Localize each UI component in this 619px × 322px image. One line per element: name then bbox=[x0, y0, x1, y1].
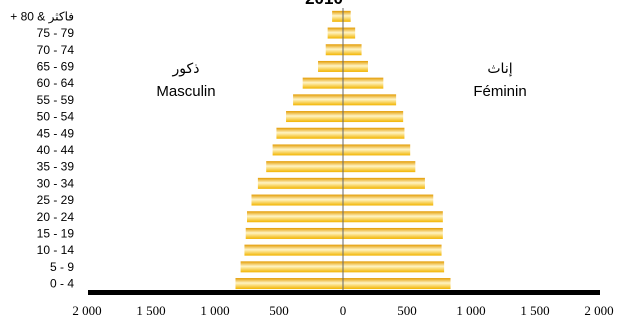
female-bar bbox=[343, 228, 443, 239]
male-bar bbox=[251, 195, 343, 206]
female-bar bbox=[343, 128, 404, 139]
female-bar bbox=[343, 61, 368, 72]
female-bar bbox=[343, 11, 351, 22]
age-group-label: 0 - 4 bbox=[50, 277, 74, 291]
female-bar bbox=[343, 111, 403, 122]
female-bar bbox=[343, 178, 425, 189]
age-group-label: 10 - 14 bbox=[37, 243, 75, 257]
female-bar bbox=[343, 78, 383, 89]
male-bar bbox=[244, 245, 343, 256]
female-bar bbox=[343, 278, 451, 289]
female-bar bbox=[343, 161, 415, 172]
female-bar bbox=[343, 44, 362, 55]
x-tick-label: 2 000 bbox=[584, 303, 613, 318]
male-bar bbox=[241, 261, 343, 272]
age-group-label: 15 - 19 bbox=[37, 226, 75, 240]
male-bar bbox=[276, 128, 343, 139]
age-group-label: 70 - 74 bbox=[37, 43, 75, 57]
female-label-fr: Féminin bbox=[473, 83, 526, 100]
male-bar bbox=[235, 278, 343, 289]
x-tick-label: 0 bbox=[340, 303, 347, 318]
x-tick-label: 500 bbox=[269, 303, 289, 318]
x-tick-label: 2 000 bbox=[72, 303, 101, 318]
age-group-label: 50 - 54 bbox=[37, 110, 75, 124]
age-group-label: 55 - 59 bbox=[37, 93, 75, 107]
male-bar bbox=[332, 11, 343, 22]
age-group-label: 75 - 79 bbox=[37, 26, 75, 40]
chart-title: 2010 bbox=[305, 0, 343, 8]
male-bar bbox=[328, 28, 343, 39]
x-axis-bar bbox=[88, 290, 600, 295]
male-bar bbox=[318, 61, 343, 72]
female-bar bbox=[343, 195, 433, 206]
male-bar bbox=[326, 44, 343, 55]
male-bar bbox=[286, 111, 343, 122]
male-bar bbox=[303, 78, 343, 89]
age-group-label: 5 - 9 bbox=[50, 260, 74, 274]
male-label-fr: Masculin bbox=[156, 83, 215, 100]
age-group-label: 60 - 64 bbox=[37, 76, 75, 90]
age-group-label: 35 - 39 bbox=[37, 160, 75, 174]
x-tick-label: 1 500 bbox=[520, 303, 549, 318]
age-group-label: 65 - 69 bbox=[37, 59, 75, 73]
female-bar bbox=[343, 245, 442, 256]
x-tick-label: 1 500 bbox=[136, 303, 165, 318]
male-bar bbox=[247, 211, 343, 222]
female-bars bbox=[343, 11, 451, 289]
age-group-label: 30 - 34 bbox=[37, 176, 75, 190]
female-label-ar: إناث bbox=[487, 61, 512, 77]
female-bar bbox=[343, 144, 410, 155]
male-label-ar: ذكور bbox=[172, 61, 200, 77]
x-tick-label: 1 000 bbox=[200, 303, 229, 318]
male-bars bbox=[235, 11, 343, 289]
age-group-label: 40 - 44 bbox=[37, 143, 75, 157]
female-bar bbox=[343, 261, 444, 272]
female-bar bbox=[343, 211, 443, 222]
female-bar bbox=[343, 28, 355, 39]
x-axis-ticks: 2 000 1 500 1 000 500 0 500 1 000 1 500 2 000 bbox=[72, 303, 613, 318]
male-bar bbox=[258, 178, 343, 189]
female-bar bbox=[343, 94, 396, 105]
x-tick-label: 500 bbox=[397, 303, 417, 318]
age-group-label: 20 - 24 bbox=[37, 210, 75, 224]
male-bar bbox=[266, 161, 343, 172]
male-bar bbox=[293, 94, 343, 105]
age-group-label: + 80 & فاكثر bbox=[10, 9, 74, 23]
age-group-labels: + 80 & فاكثر 75 - 79 70 - 74 65 - 69 60 - 64… bbox=[10, 9, 74, 290]
age-group-label: 25 - 29 bbox=[37, 193, 75, 207]
male-bar bbox=[246, 228, 343, 239]
age-group-label: 45 - 49 bbox=[37, 126, 75, 140]
male-bar bbox=[273, 144, 343, 155]
x-tick-label: 1 000 bbox=[456, 303, 485, 318]
